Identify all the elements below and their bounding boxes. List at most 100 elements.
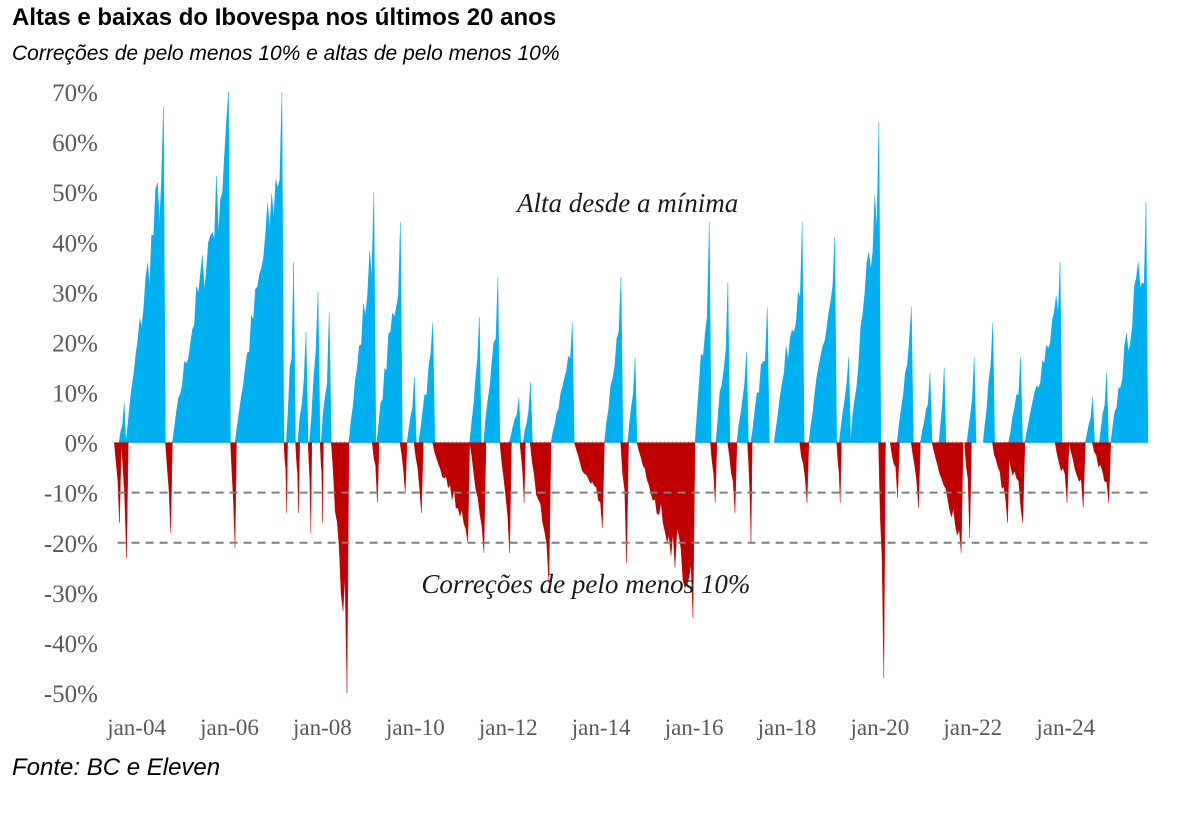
rally-area: [750, 307, 770, 443]
rally-area: [896, 307, 914, 443]
correction-area: [836, 442, 842, 503]
rally-area: [297, 332, 309, 443]
correction-area: [727, 442, 738, 513]
y-tick-label: 70%: [52, 80, 98, 107]
y-tick-label: 40%: [52, 230, 98, 257]
rally-area: [348, 192, 377, 443]
source-note: Fonte: BC e Eleven: [12, 754, 221, 781]
correction-area: [121, 442, 129, 558]
rally-area: [938, 367, 947, 443]
correction-area: [230, 442, 237, 548]
correction-area: [1006, 442, 1026, 523]
rally-area: [234, 91, 285, 443]
correction-area: [878, 442, 886, 679]
correction-area: [295, 442, 300, 513]
rally-area: [285, 262, 296, 443]
rally-area: [125, 106, 166, 443]
annotations: Alta desde a mínima Correções de pelo men…: [421, 188, 750, 599]
rally-area: [1008, 357, 1023, 443]
correction-area: [319, 442, 324, 523]
y-tick-label: -40%: [44, 631, 98, 658]
x-tick-label: jan-08: [292, 715, 352, 740]
chart-annotation: Correções de pelo menos 10%: [421, 569, 750, 599]
y-tick-label: -10%: [44, 481, 98, 508]
rally-area: [1024, 262, 1063, 443]
correction-area: [529, 442, 552, 583]
y-tick-label: -20%: [44, 531, 98, 558]
correction-area: [710, 442, 718, 503]
y-tick-label: 20%: [52, 330, 98, 357]
y-tick-label: 50%: [52, 180, 98, 207]
correction-area: [519, 442, 526, 503]
correction-area: [1068, 442, 1086, 508]
correction-area: [469, 442, 487, 553]
rally-area: [715, 282, 731, 443]
rally-area: [1110, 202, 1149, 443]
y-tick-label: -30%: [44, 581, 98, 608]
rally-area: [850, 121, 882, 443]
correction-area: [432, 442, 470, 543]
y-tick-label: -50%: [44, 681, 98, 708]
correction-area: [331, 442, 350, 694]
correction-area: [620, 442, 629, 563]
rally-area: [736, 352, 749, 443]
rally-area: [982, 322, 995, 443]
correction-area: [1092, 442, 1112, 503]
rally-area: [1098, 372, 1109, 443]
x-tick-label: jan-24: [1035, 715, 1095, 740]
x-tick-label: jan-06: [199, 715, 259, 740]
x-tick-label: jan-10: [385, 715, 445, 740]
y-tick-label: 30%: [52, 280, 98, 307]
rally-area: [1085, 397, 1095, 443]
correction-area: [283, 442, 288, 513]
rally-area: [522, 382, 533, 443]
y-axis: 70% 60% 50% 40% 30% 20% 10% 0% -10% -20% -30% -40% -…: [44, 80, 98, 708]
correction-area: [574, 442, 605, 528]
rally-area: [694, 222, 712, 443]
correction-area: [399, 442, 408, 493]
rally-area: [418, 322, 436, 443]
x-tick-label: jan-14: [571, 715, 631, 740]
rally-area: [920, 372, 933, 443]
rally-area: [469, 317, 482, 443]
x-tick-label: jan-16: [664, 715, 724, 740]
rally-area: [309, 292, 321, 443]
correction-area: [114, 442, 122, 523]
rally-area: [808, 237, 837, 443]
correction-area: [910, 442, 921, 508]
rally-area: [604, 277, 624, 443]
correction-area: [165, 442, 173, 533]
chart-title: Altas e baixas do Ibovespa nos últimos 2…: [12, 4, 557, 31]
x-tick-label: jan-20: [850, 715, 910, 740]
correction-area: [499, 442, 512, 553]
correction-area: [413, 442, 424, 513]
x-axis: jan-04 jan-06 jan-08 jan-10 jan-12 jan-14 jan-…: [106, 715, 1095, 740]
rally-area: [773, 222, 805, 443]
x-tick-label: jan-22: [942, 715, 1002, 740]
rally-area: [483, 277, 501, 443]
chart-subtitle: Correções de pelo menos 10% e altas de p…: [12, 42, 560, 65]
rally-area: [550, 322, 575, 443]
correction-area: [931, 442, 964, 553]
rally-area: [508, 397, 522, 443]
correction-area: [964, 442, 972, 538]
reference-lines: [117, 491, 1148, 544]
correction-area: [1054, 442, 1070, 503]
rally-area: [320, 312, 332, 443]
rally-area: [406, 377, 417, 443]
x-tick-label: jan-04: [106, 715, 166, 740]
y-tick-label: 0%: [65, 431, 98, 458]
rally-area: [838, 357, 851, 443]
rally-area: [118, 402, 127, 443]
correction-area: [307, 442, 313, 533]
area-layer: [114, 91, 1149, 694]
x-tick-label: jan-18: [757, 715, 817, 740]
rally-area: [172, 91, 231, 443]
chart-annotation: Alta desde a mínima: [515, 188, 738, 218]
y-tick-label: 60%: [52, 130, 98, 157]
correction-area: [371, 442, 380, 503]
rally-area: [627, 357, 638, 443]
correction-area: [992, 442, 1010, 523]
correction-area: [889, 442, 900, 498]
